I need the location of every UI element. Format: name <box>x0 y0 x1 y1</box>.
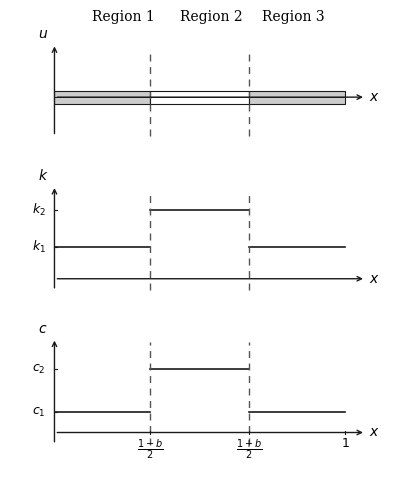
Text: $k$: $k$ <box>38 168 48 184</box>
Text: Region 3: Region 3 <box>262 10 325 24</box>
Text: $c_2$: $c_2$ <box>32 363 46 376</box>
Text: $x$: $x$ <box>369 426 380 440</box>
Text: $x$: $x$ <box>369 272 380 286</box>
Text: $x$: $x$ <box>369 90 380 104</box>
Text: $c_1$: $c_1$ <box>32 406 46 418</box>
Bar <box>249 90 345 104</box>
Bar <box>150 90 249 104</box>
Text: $u$: $u$ <box>38 28 48 42</box>
Text: $c$: $c$ <box>38 322 47 336</box>
Bar <box>54 90 150 104</box>
Text: Region 2: Region 2 <box>180 10 243 24</box>
Text: $\frac{1+b}{2}$: $\frac{1+b}{2}$ <box>236 437 263 461</box>
Text: Region 1: Region 1 <box>92 10 155 24</box>
Text: $k_1$: $k_1$ <box>32 238 46 254</box>
Text: $1$: $1$ <box>341 437 350 450</box>
Text: $\frac{1-b}{2}$: $\frac{1-b}{2}$ <box>137 437 164 461</box>
Text: $k_2$: $k_2$ <box>32 202 46 218</box>
